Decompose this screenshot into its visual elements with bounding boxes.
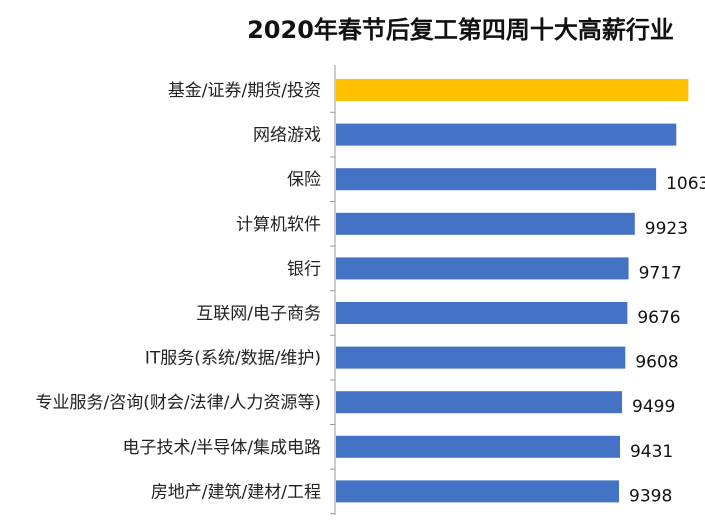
data-label: 1063 — [666, 174, 705, 194]
data-label: 9398 — [629, 486, 672, 506]
data-label: 9608 — [635, 353, 678, 373]
bar-7 — [336, 346, 626, 369]
category-label: 基金/证券/期货/投资 — [168, 81, 321, 101]
category-label: 互联网/电子商务 — [196, 304, 321, 324]
bar-1 — [336, 79, 689, 101]
bar-5 — [336, 257, 629, 280]
data-label: 9676 — [637, 308, 680, 328]
data-label: 9431 — [630, 442, 673, 462]
bar-8 — [336, 391, 623, 414]
bar-4 — [336, 212, 635, 235]
category-label: 房地产/建筑/建材/工程 — [151, 482, 321, 502]
category-label: 网络游戏 — [253, 126, 321, 146]
data-label: 9717 — [639, 263, 682, 283]
category-label: 保险 — [287, 170, 321, 190]
category-label: 计算机软件 — [236, 215, 321, 235]
bar-6 — [336, 302, 628, 324]
bar-10 — [336, 480, 619, 503]
bar-3 — [336, 168, 657, 191]
data-label: 9499 — [632, 397, 675, 417]
category-label: 电子技术/半导体/集成电路 — [123, 438, 321, 458]
bar-9 — [336, 435, 620, 458]
category-label: 专业服务/咨询(财会/法律/人力资源等) — [36, 393, 321, 413]
category-label: IT服务(系统/数据/维护) — [145, 349, 321, 369]
bar-2 — [336, 123, 677, 146]
data-label: 9923 — [645, 219, 688, 239]
chart-title: 2020年春节后复工第四周十大高薪行业 — [247, 16, 674, 44]
category-label: 银行 — [287, 259, 321, 279]
